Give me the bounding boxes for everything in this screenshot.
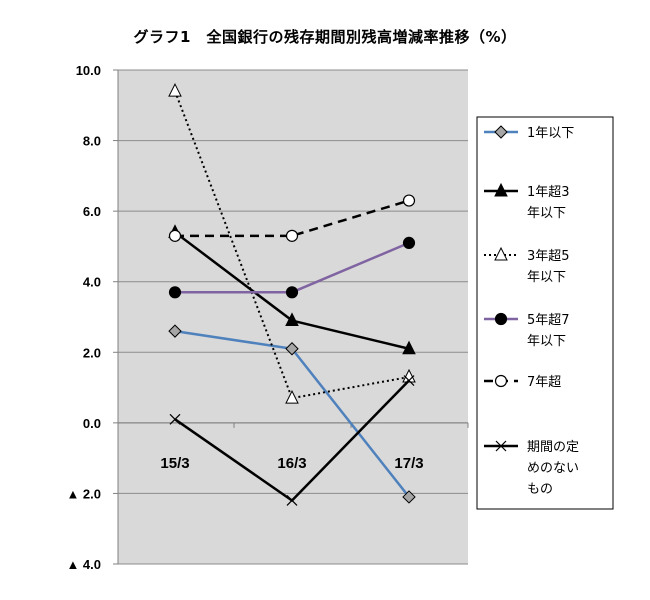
legend-label: 期間の定 — [527, 440, 579, 455]
series-6 — [169, 375, 415, 506]
legend-item: 1年以下 — [484, 125, 574, 141]
legend-label: めのない — [527, 461, 579, 476]
data-point — [494, 312, 508, 326]
legend-label: 1年以下 — [527, 126, 574, 141]
data-point-stroke — [286, 495, 298, 506]
data-point — [402, 236, 416, 249]
data-point — [402, 490, 416, 504]
y-tick-label: 10.0 — [76, 63, 101, 78]
data-point — [402, 340, 416, 355]
data-point — [168, 83, 182, 97]
data-point — [285, 342, 299, 356]
data-point — [285, 286, 299, 299]
series-line — [175, 199, 410, 238]
data-point-stroke — [169, 413, 181, 425]
legend-box — [476, 116, 614, 510]
data-point — [494, 182, 508, 197]
legend-label: 年以下 — [527, 270, 566, 285]
y-tick-label: 4.0 — [83, 275, 101, 290]
data-point — [494, 374, 508, 388]
legend-label: もの — [527, 482, 553, 497]
data-point — [286, 495, 298, 506]
legend-label: 7年超 — [527, 375, 561, 390]
data-point — [168, 324, 182, 338]
y-tick-label: 2.0 — [83, 345, 101, 360]
series-1 — [168, 324, 416, 504]
legend-label: 年以下 — [527, 334, 566, 349]
data-point — [168, 229, 182, 242]
data-point — [402, 194, 416, 207]
data-point — [285, 312, 299, 327]
y-tick-label: 6.0 — [83, 204, 101, 219]
data-point — [495, 440, 507, 452]
legend-item: 5年超7 年以下 — [484, 312, 570, 349]
legend-label: 5年超7 — [527, 313, 570, 328]
legend-label: 年以下 — [527, 206, 566, 221]
series-4 — [168, 236, 416, 299]
legend-label: 1年超3 — [527, 185, 570, 200]
legend-item: 3年超5 年以下 — [484, 246, 570, 285]
data-point — [403, 375, 415, 386]
legend-label: 3年超5 — [527, 249, 570, 264]
y-tick-label: 8.0 — [83, 134, 101, 149]
y-tick-label: ▲ 2.0 — [66, 486, 101, 501]
y-tick-label: 0.0 — [83, 416, 101, 431]
series-5 — [168, 194, 416, 242]
data-point — [494, 246, 508, 261]
x-category-label: 15/3 — [160, 455, 189, 472]
x-category-label: 16/3 — [277, 455, 306, 472]
chart-title: グラフ1 全国銀行の残存期間別残高増減率推移（%） — [133, 28, 517, 46]
data-point — [168, 286, 182, 299]
data-point — [285, 229, 299, 242]
y-tick-label: ▲ 4.0 — [66, 557, 101, 572]
data-point-stroke — [495, 440, 507, 452]
data-point — [285, 390, 299, 404]
x-category-label: 17/3 — [394, 455, 423, 472]
data-point-stroke — [403, 375, 415, 386]
data-point — [169, 413, 181, 425]
legend-item: 1年超3 年以下 — [484, 182, 570, 221]
legend-item: 7年超 — [484, 374, 561, 390]
data-point — [494, 125, 508, 139]
series-3 — [168, 83, 416, 404]
